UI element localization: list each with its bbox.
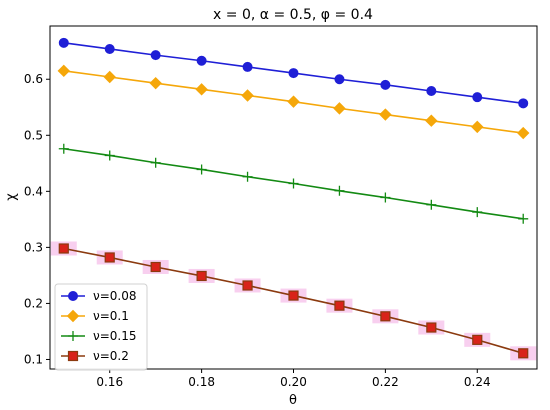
data-point bbox=[379, 108, 392, 121]
x-tick-label: 0.22 bbox=[372, 375, 399, 389]
x-tick-label: 0.18 bbox=[188, 375, 215, 389]
chart-title: x = 0, α = 0.5, φ = 0.4 bbox=[213, 7, 373, 23]
legend-entry: ν=0.15 bbox=[61, 329, 136, 343]
data-point bbox=[104, 43, 115, 54]
legend-label: ν=0.2 bbox=[93, 349, 129, 363]
data-point bbox=[150, 157, 161, 168]
data-point bbox=[196, 164, 207, 175]
data-point bbox=[380, 192, 391, 203]
x-tick-label: 0.24 bbox=[464, 375, 491, 389]
legend-label: ν=0.15 bbox=[93, 329, 136, 343]
legend-marker bbox=[67, 350, 79, 362]
data-point bbox=[380, 79, 391, 90]
legend-box bbox=[54, 283, 148, 371]
y-tick-label: 0.3 bbox=[24, 240, 43, 254]
data-point bbox=[242, 280, 253, 291]
data-point bbox=[104, 150, 115, 161]
data-point bbox=[334, 300, 345, 311]
data-point bbox=[242, 61, 253, 72]
data-point bbox=[242, 171, 253, 182]
y-tick-label: 0.6 bbox=[24, 72, 43, 86]
data-point bbox=[288, 178, 299, 189]
data-point bbox=[472, 207, 483, 218]
data-point bbox=[471, 120, 484, 134]
data-point bbox=[472, 334, 483, 345]
y-tick-label: 0.2 bbox=[24, 296, 43, 310]
legend-marker bbox=[68, 331, 78, 341]
y-tick-label: 0.5 bbox=[24, 128, 43, 142]
data-point bbox=[103, 70, 116, 84]
series-2 bbox=[57, 64, 530, 140]
data-point bbox=[425, 114, 438, 127]
data-point bbox=[472, 92, 483, 103]
data-point bbox=[287, 95, 300, 108]
data-point bbox=[518, 213, 529, 224]
series-4 bbox=[50, 241, 537, 361]
legend-label: ν=0.1 bbox=[93, 309, 129, 323]
data-point bbox=[150, 50, 161, 61]
data-point bbox=[334, 74, 345, 85]
series-3 bbox=[58, 143, 529, 224]
data-point bbox=[150, 261, 161, 273]
legend-marker bbox=[68, 291, 78, 301]
y-tick-label: 0.1 bbox=[24, 352, 43, 366]
data-point bbox=[426, 322, 437, 333]
data-point bbox=[288, 68, 299, 79]
data-point bbox=[426, 86, 437, 97]
data-point bbox=[149, 76, 162, 90]
legend-entry: ν=0.2 bbox=[61, 349, 129, 363]
legend: ν=0.08 ν=0.1 ν=0.15 ν=0.2 bbox=[54, 283, 148, 371]
y-axis: 0.1 0.2 0.3 0.4 0.5 0.6 bbox=[24, 72, 50, 366]
data-point bbox=[196, 55, 207, 66]
data-point bbox=[518, 98, 529, 109]
data-point bbox=[57, 64, 70, 78]
legend-marker bbox=[66, 309, 80, 323]
x-tick-label: 0.20 bbox=[280, 375, 307, 389]
data-point bbox=[58, 37, 69, 48]
legend-entry: ν=0.08 bbox=[61, 289, 136, 303]
y-tick-label: 0.4 bbox=[24, 184, 43, 198]
data-point bbox=[58, 243, 69, 254]
data-point bbox=[426, 199, 437, 210]
x-tick-label: 0.16 bbox=[96, 375, 123, 389]
legend-label: ν=0.08 bbox=[93, 289, 136, 303]
data-point bbox=[104, 252, 115, 263]
data-point bbox=[334, 185, 345, 196]
data-point bbox=[241, 89, 254, 102]
data-point bbox=[196, 270, 207, 282]
data-point bbox=[333, 102, 346, 115]
data-point bbox=[518, 348, 529, 359]
data-point bbox=[288, 290, 299, 301]
data-point bbox=[380, 311, 391, 322]
data-point bbox=[517, 126, 530, 140]
data-point bbox=[58, 143, 69, 154]
legend-entry: ν=0.1 bbox=[61, 309, 129, 323]
x-axis-label: θ bbox=[289, 393, 297, 408]
x-axis: 0.16 0.18 0.20 0.22 0.24 bbox=[96, 369, 491, 389]
series-layer bbox=[50, 37, 537, 361]
y-axis-label: χ bbox=[4, 193, 19, 201]
series-1 bbox=[58, 37, 529, 109]
data-point bbox=[195, 83, 208, 96]
